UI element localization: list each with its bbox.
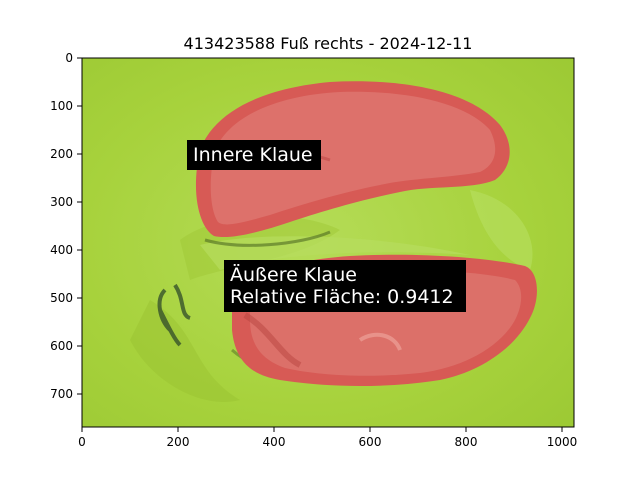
y-tick-label: 200 xyxy=(50,147,73,161)
axes-frame xyxy=(81,57,575,428)
y-axis: 0 100 200 300 400 500 600 700 xyxy=(50,51,82,401)
relative-area-label: Relative Fläche: 0.9412 xyxy=(230,286,454,308)
marker-scribble xyxy=(157,283,191,347)
x-tick-label: 200 xyxy=(167,435,190,449)
y-tick-label: 300 xyxy=(50,195,73,209)
x-tick-label: 400 xyxy=(263,435,286,449)
inner-claw-label-box xyxy=(187,140,321,170)
inner-claw-label: Innere Klaue xyxy=(193,144,313,166)
claw-photo: Innere Klaue Äußere Klaue Relative Fläch… xyxy=(82,58,574,427)
y-tick-label: 700 xyxy=(50,387,73,401)
y-tick-label: 100 xyxy=(50,99,73,113)
y-tick-label: 400 xyxy=(50,243,73,257)
x-tick-label: 600 xyxy=(359,435,382,449)
y-tick-label: 500 xyxy=(50,291,73,305)
x-tick-label: 0 xyxy=(78,435,86,449)
outer-claw-label-box xyxy=(224,260,466,312)
y-tick-label: 600 xyxy=(50,339,73,353)
outer-claw-label: Äußere Klaue xyxy=(230,263,357,286)
y-tick-label: 0 xyxy=(65,51,73,65)
x-tick-label: 1000 xyxy=(547,435,578,449)
x-tick-label: 800 xyxy=(455,435,478,449)
x-axis: 0 200 400 600 800 1000 xyxy=(78,427,577,449)
figure-title: 413423588 Fuß rechts - 2024-12-11 xyxy=(184,34,473,53)
